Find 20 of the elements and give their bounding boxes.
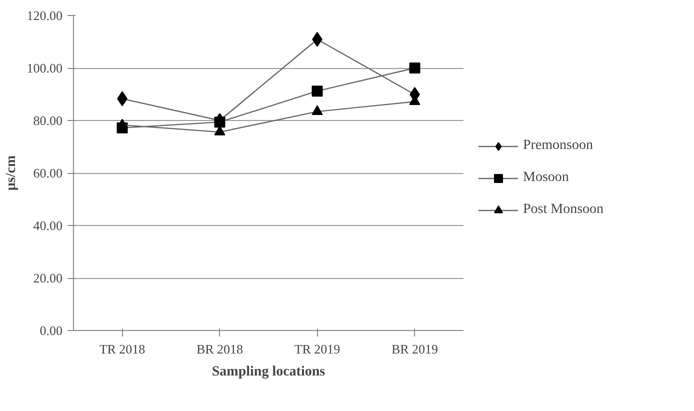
y-tick-label: 20.00 <box>33 270 62 286</box>
legend-label: Post Monsoon <box>523 202 604 218</box>
y-tick-label: 80.00 <box>33 113 62 128</box>
legend-label: Mosoon <box>523 170 569 186</box>
x-tick-label: TR 2018 <box>99 342 146 356</box>
x-tick-label: BR 2019 <box>391 342 438 356</box>
y-tick-label: 40.00 <box>33 218 62 233</box>
point <box>312 86 323 97</box>
point <box>312 105 323 115</box>
x-axis-title: Sampling locations <box>212 364 326 380</box>
x-tick-label: BR 2018 <box>196 342 244 356</box>
y-tick-label: 60.00 <box>33 166 62 180</box>
point <box>409 62 420 74</box>
point <box>116 118 128 128</box>
x-tick-label: TR 2019 <box>294 342 340 356</box>
y-axis-title: µs/cm <box>4 155 19 191</box>
y-tick-label: 0.00 <box>40 323 62 338</box>
legend-label: Premonsoon <box>523 138 593 154</box>
y-tick-label: 120.00 <box>26 8 62 23</box>
y-tick-label: 100.00 <box>26 60 62 76</box>
